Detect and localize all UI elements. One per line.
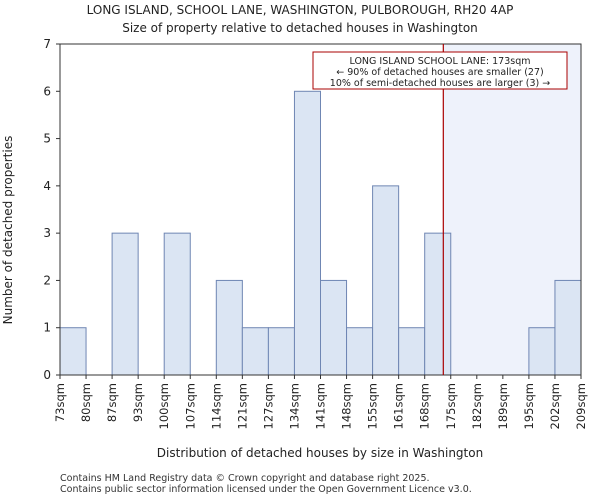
y-tick-label: 0 [43, 368, 51, 382]
y-tick-label: 7 [43, 37, 51, 51]
y-tick-label: 5 [43, 132, 51, 146]
y-tick-label: 2 [43, 273, 51, 287]
histogram-chart: 0 1 2 3 4 5 6 7 73sqm 80sqm 87sqm 93sqm 100sqm 107sqm… [1, 37, 588, 460]
x-tick-label: 134sqm [287, 383, 301, 429]
annotation-line2: ← 90% of detached houses are smaller (27… [336, 67, 543, 78]
x-tick-label: 209sqm [574, 383, 588, 429]
x-tick-label: 127sqm [261, 383, 275, 429]
bar-155sqm [372, 185, 400, 376]
bar-127sqm [267, 327, 295, 376]
bar-148sqm [346, 327, 374, 376]
x-tick-label: 195sqm [522, 383, 536, 429]
annotation-line1: LONG ISLAND SCHOOL LANE: 173sqm [350, 56, 531, 67]
x-tick-label: 168sqm [418, 383, 432, 429]
x-tick-label: 161sqm [392, 383, 406, 429]
y-axis-label: Number of detached properties [1, 136, 15, 325]
annotation-box [312, 51, 568, 90]
bar-114sqm [215, 279, 243, 376]
x-tick-label: 182sqm [470, 383, 484, 429]
x-tick-label: 189sqm [496, 383, 510, 429]
x-tick-label: 148sqm [340, 383, 354, 429]
y-tick-label: 6 [43, 84, 51, 98]
x-tick-label: 121sqm [235, 383, 249, 429]
y-tick-label: 1 [43, 321, 51, 335]
x-axis-label: Distribution of detached houses by size … [157, 446, 483, 460]
bar-87sqm [111, 232, 139, 376]
bar-202sqm [554, 279, 582, 376]
x-tick-label: 107sqm [183, 383, 197, 429]
x-tick-label: 93sqm [131, 383, 145, 422]
y-tick-label: 4 [43, 179, 51, 193]
bar-168sqm [424, 232, 452, 376]
x-tick-label: 87sqm [105, 383, 119, 422]
x-tick-label: 175sqm [444, 383, 458, 429]
footer-copyright: Contains HM Land Registry data © Crown c… [60, 473, 430, 484]
x-tick-label: 114sqm [209, 383, 223, 429]
bar-141sqm [320, 279, 348, 376]
x-tick-label: 80sqm [79, 383, 93, 422]
bar-121sqm [241, 327, 269, 376]
y-tick-label: 3 [43, 226, 51, 240]
annotation-line3: 10% of semi-detached houses are larger (… [330, 78, 550, 89]
bar-134sqm [293, 90, 322, 376]
bar-195sqm [528, 327, 556, 376]
x-tick-label: 202sqm [548, 383, 562, 429]
footer-licence: Contains public sector information licen… [60, 484, 472, 495]
bar-100sqm [163, 232, 191, 376]
chart-subtitle: Size of property relative to detached ho… [122, 21, 478, 35]
bar-161sqm [398, 327, 426, 376]
x-tick-label: 100sqm [157, 383, 171, 429]
x-tick-label: 141sqm [314, 383, 328, 429]
x-tick-label: 73sqm [53, 383, 67, 422]
bar-73sqm [59, 327, 87, 376]
x-tick-label: 155sqm [366, 383, 380, 429]
chart-title: LONG ISLAND, SCHOOL LANE, WASHINGTON, PU… [86, 3, 514, 17]
